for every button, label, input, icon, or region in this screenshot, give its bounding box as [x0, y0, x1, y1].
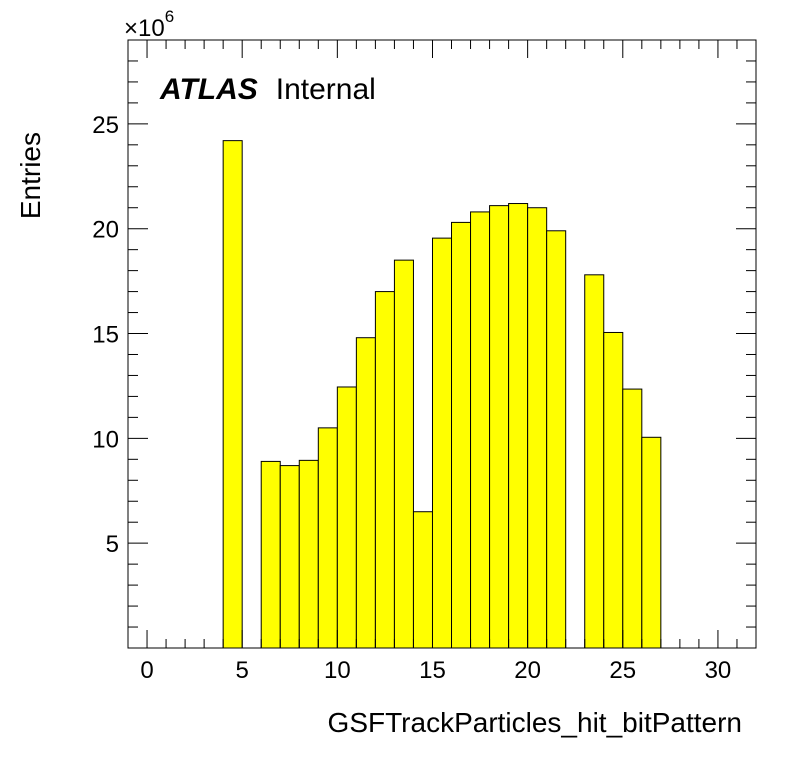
histogram-bar [374, 291, 395, 649]
histogram-bar [317, 427, 338, 649]
y-tick-label: 25 [92, 112, 119, 139]
histogram-bar [527, 207, 548, 649]
x-tick-label: 10 [324, 657, 351, 684]
x-tick-labels: 0 5 10 15 20 25 30 [140, 657, 731, 684]
y-axis-ticks [128, 39, 756, 628]
y-tick-label: 10 [92, 426, 119, 453]
atlas-label-internal: Internal [276, 73, 376, 106]
histogram-bar [584, 274, 605, 649]
atlas-label-bold: ATLAS [159, 73, 258, 106]
x-tick-label: 25 [609, 657, 636, 684]
y-tick-labels: 5 10 15 20 25 [92, 112, 119, 558]
histogram-bar [489, 205, 510, 649]
histogram-bar [451, 221, 472, 649]
histogram-bar [546, 230, 567, 649]
plot-frame [127, 39, 757, 649]
histogram-bar [393, 259, 414, 649]
x-tick-label: 15 [419, 657, 446, 684]
histogram-bar [508, 203, 529, 649]
atlas-label: ATLAS Internal [159, 73, 376, 106]
y-tick-label: 5 [106, 531, 119, 558]
histogram-bar [431, 237, 453, 649]
histogram-bar [222, 140, 243, 649]
y-multiplier: ×106 [124, 7, 174, 42]
histogram-bar [603, 331, 624, 649]
x-tick-label: 0 [140, 657, 153, 684]
x-axis-title: GSFTrackParticles_hit_bitPattern [328, 707, 742, 738]
x-axis-ticks [146, 40, 757, 648]
x-tick-label: 5 [236, 657, 249, 684]
histogram-bars [222, 140, 662, 649]
histogram-bar [641, 436, 662, 649]
histogram-bar [336, 386, 357, 649]
x-tick-label: 20 [514, 657, 541, 684]
y-tick-label: 20 [92, 217, 119, 244]
y-tick-label: 15 [92, 322, 119, 349]
y-multiplier-base: ×10 [124, 15, 165, 42]
histogram-bar [470, 211, 491, 649]
histogram-bar [412, 511, 433, 649]
x-tick-label: 30 [705, 657, 732, 684]
histogram-bar [279, 465, 300, 649]
y-multiplier-exponent: 6 [165, 7, 174, 26]
histogram-bar [260, 460, 281, 649]
histogram-bar [298, 459, 319, 649]
y-axis-title: Entries [15, 132, 46, 219]
histogram-bar [355, 337, 376, 649]
histogram-bar [622, 388, 643, 649]
